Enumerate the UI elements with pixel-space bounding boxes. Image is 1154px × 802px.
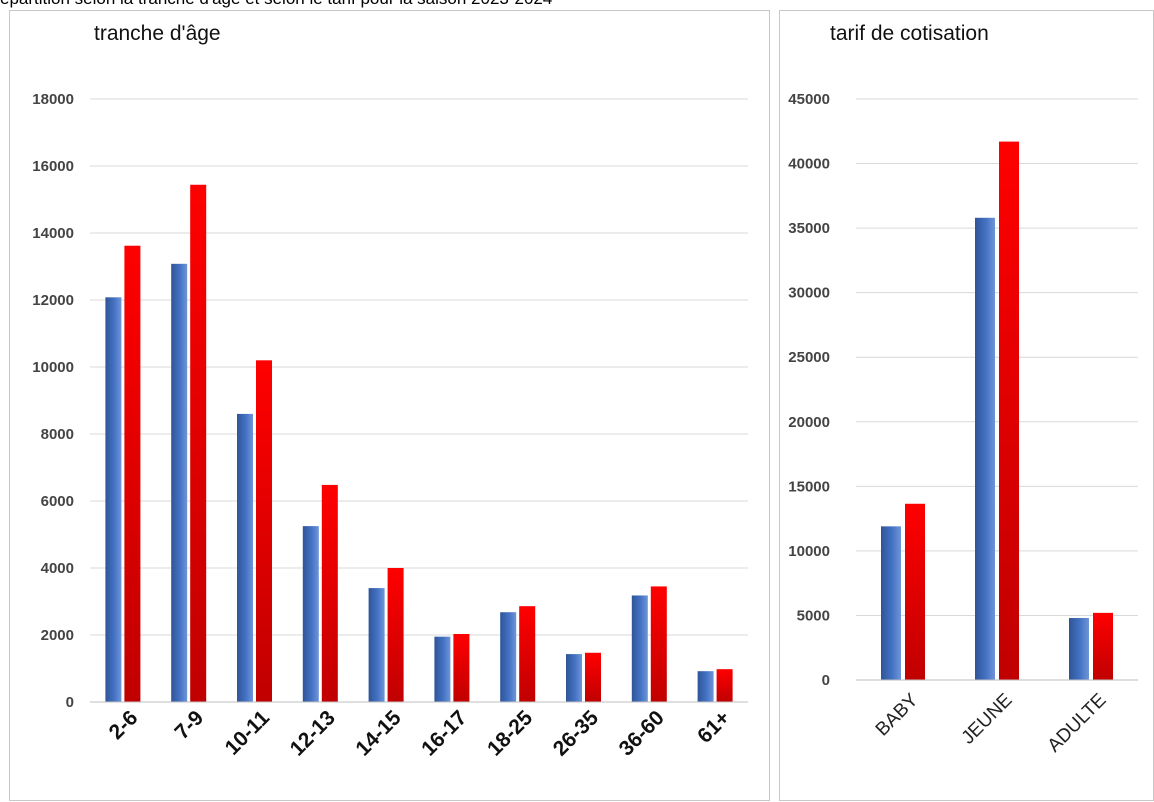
y-tick-label: 30000 <box>788 285 830 302</box>
bar-series-1 <box>631 595 648 702</box>
y-tick-label: 0 <box>66 694 74 711</box>
y-tick-label: 40000 <box>788 156 830 173</box>
age-chart-panel: tranche d'âge 0 2000 4000 6000 8000 10000 1200… <box>9 10 770 801</box>
bar-series-1 <box>697 671 714 702</box>
x-tick-label: ADULTE <box>1044 690 1111 757</box>
y-tick-label: 16000 <box>32 158 74 175</box>
bar-series-2 <box>256 360 272 702</box>
x-tick-label: 14-15 <box>351 706 405 760</box>
clipped-heading-text: épartition selon la tranche d'âge et sel… <box>0 0 552 9</box>
bar-series-2 <box>321 484 338 702</box>
bar-series-1 <box>105 297 122 702</box>
y-tick-label: 25000 <box>788 349 830 366</box>
bar-series-2 <box>453 633 470 702</box>
x-tick-label: 16-17 <box>417 706 471 760</box>
y-tick-label: 10000 <box>32 359 74 376</box>
bar-series-1 <box>302 526 319 702</box>
bar-series-2 <box>905 503 925 680</box>
x-tick-label: JEUNE <box>958 690 1017 749</box>
y-tick-label: 20000 <box>788 414 830 431</box>
bar-series-2 <box>1093 612 1113 680</box>
y-tick-label: 12000 <box>32 292 74 309</box>
y-tick-label: 5000 <box>797 607 830 624</box>
bar-series-1 <box>368 588 385 702</box>
x-tick-label: 7-9 <box>171 706 209 744</box>
y-tick-label: 4000 <box>41 560 74 577</box>
bar-series-2 <box>387 568 404 702</box>
x-tick-label: 36-60 <box>615 706 669 760</box>
bar-series-2 <box>650 586 667 702</box>
x-tick-label: 2-6 <box>105 706 143 744</box>
bar-series-2 <box>190 184 207 702</box>
bar-series-1 <box>881 526 901 680</box>
bar-series-1 <box>500 612 517 702</box>
bar-series-1 <box>237 413 253 702</box>
bar-series-1 <box>1069 618 1089 680</box>
tarif-chart-panel: tarif de cotisation 0 5000 10000 15000 20000… <box>779 10 1154 801</box>
bar-series-2 <box>124 245 141 703</box>
x-tick-label: 61+ <box>693 706 734 747</box>
x-tick-label: 12-13 <box>286 706 340 760</box>
bar-series-2 <box>519 606 536 702</box>
tarif-chart-title: tarif de cotisation <box>830 22 989 45</box>
age-chart-title: tranche d'âge <box>94 22 221 45</box>
x-tick-label: 18-25 <box>483 706 537 760</box>
x-tick-label: 10-11 <box>221 706 275 760</box>
tarif-bar-chart: 0 5000 10000 15000 20000 25000 30000 35000 40000… <box>788 91 1138 757</box>
y-tick-label: 45000 <box>788 91 830 108</box>
bar-series-1 <box>171 263 188 702</box>
bar-series-2 <box>585 652 601 702</box>
y-tick-label: 14000 <box>32 225 74 242</box>
y-tick-label: 0 <box>822 672 830 689</box>
bar-series-1 <box>975 217 995 680</box>
y-tick-label: 10000 <box>788 543 830 560</box>
bar-series-1 <box>566 654 582 702</box>
age-bar-chart: 0 2000 4000 6000 8000 10000 12000 14000 16000 180… <box>32 91 748 761</box>
y-tick-label: 6000 <box>41 493 74 510</box>
bar-series-2 <box>716 669 733 702</box>
bar-series-2 <box>999 141 1019 680</box>
bar-series-1 <box>434 636 451 702</box>
y-tick-label: 8000 <box>41 426 74 443</box>
x-tick-label: BABY <box>872 689 923 740</box>
y-tick-label: 2000 <box>41 627 74 644</box>
y-tick-label: 35000 <box>788 220 830 237</box>
y-tick-label: 18000 <box>32 91 74 108</box>
y-tick-label: 15000 <box>788 478 830 495</box>
x-tick-label: 26-35 <box>549 706 603 760</box>
